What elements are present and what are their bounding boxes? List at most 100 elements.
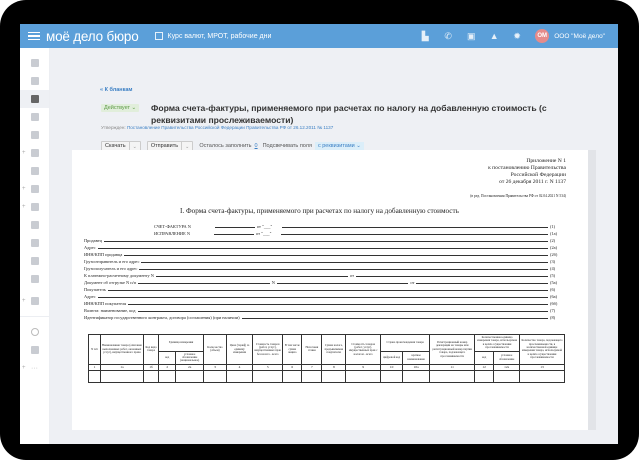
sidebar-item-info[interactable] bbox=[20, 323, 49, 341]
field-input[interactable] bbox=[241, 318, 548, 319]
sidebar-item-doc-user[interactable]: + bbox=[20, 292, 49, 310]
column-number: 12 bbox=[474, 363, 495, 372]
sidebar-item-folder[interactable] bbox=[20, 126, 49, 144]
field-input[interactable] bbox=[107, 290, 548, 291]
table-cell[interactable] bbox=[225, 370, 254, 384]
field-input[interactable] bbox=[103, 241, 548, 242]
sidebar-item-support[interactable] bbox=[20, 341, 49, 359]
table-cell[interactable] bbox=[252, 370, 284, 384]
sidebar-item-calendar[interactable] bbox=[20, 216, 49, 234]
sidebar-item-home[interactable] bbox=[20, 54, 49, 72]
sidebar-item-contacts[interactable] bbox=[20, 252, 49, 270]
menu-icon[interactable] bbox=[28, 31, 40, 41]
table-cell[interactable] bbox=[380, 370, 404, 384]
field-input[interactable] bbox=[214, 234, 255, 235]
approved-label: Утвержден: bbox=[101, 125, 126, 130]
sidebar-item-book[interactable] bbox=[20, 108, 49, 126]
field-input[interactable] bbox=[276, 283, 409, 284]
table-cell[interactable] bbox=[429, 370, 476, 384]
table-cell[interactable] bbox=[175, 370, 204, 384]
field-number: (6) bbox=[550, 287, 556, 292]
column-header: В том числе сумма акциза bbox=[282, 334, 303, 365]
table-cell[interactable] bbox=[402, 370, 431, 384]
sidebar-item-person[interactable]: + bbox=[20, 144, 49, 162]
gear-icon[interactable]: ✹ bbox=[513, 31, 521, 41]
field-label: от bbox=[410, 280, 415, 285]
field-label: Адрес bbox=[84, 245, 96, 250]
doc-user-icon bbox=[30, 297, 39, 305]
table-cell[interactable] bbox=[474, 370, 495, 384]
field-label: ИНН/КПП покупателя bbox=[84, 301, 127, 306]
field-input[interactable] bbox=[141, 262, 548, 263]
field-row: Идентификатор государственного контракта… bbox=[84, 313, 564, 320]
scrollbar[interactable] bbox=[588, 150, 596, 430]
field-input[interactable] bbox=[356, 276, 548, 277]
sidebar-item-forms[interactable] bbox=[20, 90, 49, 108]
sidebar-item-doc[interactable]: + bbox=[20, 198, 49, 216]
field-row: ИНН/КПП покупателя (6б) bbox=[84, 299, 564, 306]
currency-link[interactable]: Курс валют, МРОТ, рабочие дни bbox=[154, 32, 271, 40]
column-header: Стоимость товаров (работ, услуг), имущес… bbox=[252, 334, 284, 365]
table-cell[interactable] bbox=[142, 370, 160, 384]
search-report-icon bbox=[30, 185, 39, 193]
field-row: Грузополучатель и его адрес (4) bbox=[84, 264, 564, 271]
chart-icon bbox=[154, 32, 163, 40]
sidebar-item-folder-star[interactable] bbox=[20, 270, 49, 288]
status-badge[interactable]: Действует ⌄ bbox=[101, 104, 140, 112]
field-input[interactable] bbox=[137, 311, 548, 312]
back-link[interactable]: « К бланкам bbox=[100, 87, 133, 93]
field-input[interactable] bbox=[214, 227, 255, 228]
column-header: Коли-чество (объем) bbox=[203, 334, 227, 365]
briefcase-icon bbox=[30, 77, 39, 85]
field-input[interactable] bbox=[128, 304, 548, 305]
table-cell[interactable] bbox=[158, 370, 177, 384]
avatar[interactable]: ОМ bbox=[535, 29, 550, 43]
field-input[interactable] bbox=[97, 248, 548, 249]
phone-icon[interactable]: ✆ bbox=[444, 31, 452, 41]
table-cell[interactable] bbox=[88, 370, 101, 384]
column-header: Налоговая ставка bbox=[301, 334, 323, 365]
org-name[interactable]: ООО "Моё дело" bbox=[554, 32, 605, 40]
table-cell[interactable] bbox=[519, 370, 565, 384]
table-cell[interactable] bbox=[99, 370, 144, 384]
table-cell[interactable] bbox=[203, 370, 227, 384]
field-input[interactable] bbox=[282, 227, 548, 228]
doc-check-icon bbox=[30, 239, 39, 247]
sidebar-item-search[interactable]: + bbox=[20, 180, 49, 198]
field-input[interactable] bbox=[124, 255, 548, 256]
field-input[interactable] bbox=[281, 234, 548, 235]
sidebar-item-chart[interactable] bbox=[20, 162, 49, 180]
field-input[interactable] bbox=[138, 283, 270, 284]
table-cell[interactable] bbox=[282, 370, 303, 384]
invoice-number-row: СЧЕТ-ФАКТУРА N от "___" (1) bbox=[84, 222, 564, 229]
chevron-down-icon[interactable]: ⌄ bbox=[128, 141, 140, 151]
field-input[interactable] bbox=[155, 276, 348, 277]
sidebar: + + + + + ··· bbox=[20, 48, 50, 444]
field-input[interactable] bbox=[97, 297, 548, 298]
field-number: (2) bbox=[550, 238, 556, 243]
document-preview: Приложение N 1 к постановлению Правитель… bbox=[72, 150, 588, 430]
field-input[interactable] bbox=[139, 269, 548, 270]
table-cell[interactable] bbox=[493, 370, 520, 384]
column-subheader: краткое наименование bbox=[402, 350, 431, 365]
remaining-count[interactable]: 0 bbox=[254, 143, 258, 149]
sidebar-item-doc-check[interactable] bbox=[20, 234, 49, 252]
sidebar-item-more[interactable]: + ··· bbox=[22, 364, 38, 372]
chevron-down-icon[interactable]: ⌄ bbox=[181, 141, 192, 151]
table-cell[interactable] bbox=[301, 370, 323, 384]
doc-icon bbox=[30, 203, 39, 211]
highlight-select[interactable]: с реквизитами ⌄ bbox=[314, 142, 364, 150]
sidebar-divider bbox=[20, 316, 49, 317]
field-input[interactable] bbox=[416, 283, 548, 284]
calendar-icon[interactable]: ▣ bbox=[466, 31, 476, 41]
logo[interactable]: моё дело бюро bbox=[46, 28, 139, 44]
document-icon[interactable]: ▙ bbox=[421, 31, 429, 41]
table-cell[interactable] bbox=[345, 370, 382, 384]
table-cell[interactable] bbox=[321, 370, 347, 384]
column-numbers-row: 1 1а 1б 2 2а 3 4 5 6 7 8 9 10 10а 11 12 12а 13 bbox=[88, 363, 565, 372]
bell-icon[interactable]: ▲ bbox=[489, 31, 499, 41]
sidebar-item-business[interactable] bbox=[20, 72, 49, 90]
field-label: Адрес bbox=[84, 294, 96, 299]
column-subheader: код bbox=[158, 350, 177, 365]
approved-link[interactable]: Постановление Правительства Российской Ф… bbox=[126, 125, 334, 130]
